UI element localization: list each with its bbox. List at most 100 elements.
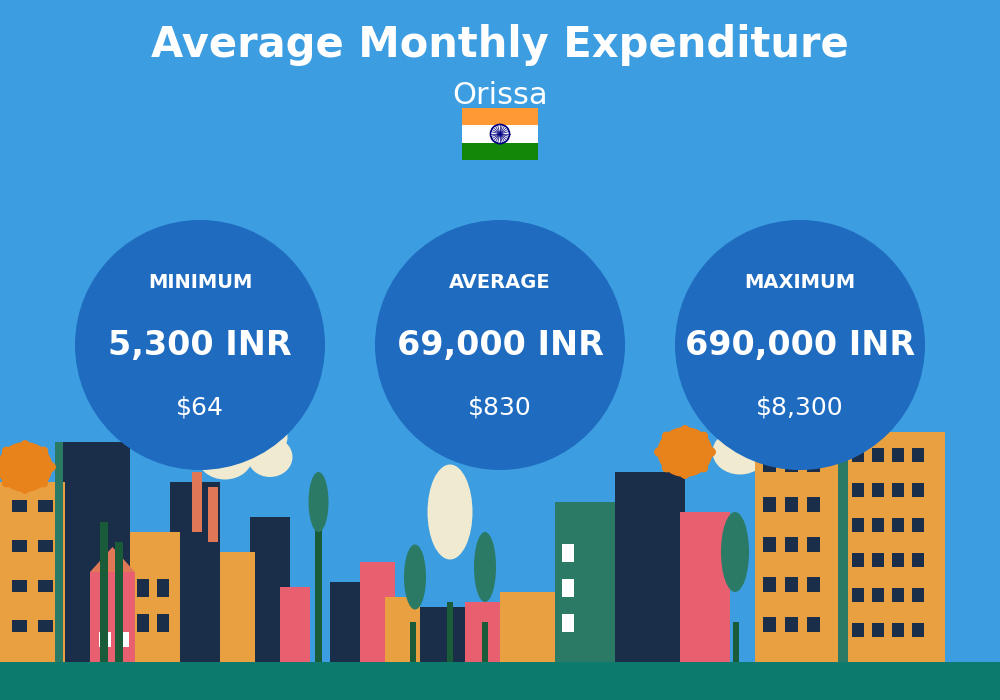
Bar: [912, 553, 924, 567]
Bar: [785, 457, 798, 472]
Bar: [420, 607, 465, 662]
Ellipse shape: [693, 457, 708, 473]
Bar: [55, 442, 130, 662]
Bar: [872, 483, 884, 497]
Bar: [38, 500, 53, 512]
Ellipse shape: [19, 476, 31, 494]
Bar: [852, 588, 864, 602]
Ellipse shape: [2, 472, 17, 487]
Bar: [410, 622, 416, 662]
Ellipse shape: [679, 425, 691, 443]
Bar: [838, 432, 848, 662]
Bar: [763, 577, 776, 592]
Bar: [137, 579, 149, 597]
Bar: [763, 537, 776, 552]
Bar: [852, 553, 864, 567]
Bar: [785, 577, 798, 592]
Bar: [845, 432, 945, 662]
Ellipse shape: [19, 440, 31, 458]
Text: 690,000 INR: 690,000 INR: [685, 328, 915, 361]
Text: $830: $830: [468, 395, 532, 419]
Ellipse shape: [2, 447, 17, 462]
Ellipse shape: [675, 220, 925, 470]
Bar: [912, 483, 924, 497]
Bar: [462, 143, 538, 160]
Bar: [562, 544, 574, 562]
Bar: [807, 457, 820, 472]
Bar: [0, 482, 65, 662]
Bar: [763, 457, 776, 472]
Bar: [785, 617, 798, 632]
Bar: [465, 602, 505, 662]
Ellipse shape: [33, 472, 48, 487]
Polygon shape: [90, 547, 135, 572]
Bar: [680, 512, 730, 662]
Ellipse shape: [721, 512, 749, 592]
Ellipse shape: [75, 220, 325, 470]
Bar: [130, 532, 180, 662]
Bar: [763, 497, 776, 512]
Bar: [280, 587, 310, 662]
Bar: [852, 448, 864, 462]
Bar: [872, 588, 884, 602]
Bar: [555, 502, 615, 662]
Bar: [482, 622, 488, 662]
Ellipse shape: [375, 220, 625, 470]
Bar: [892, 553, 904, 567]
Bar: [12, 580, 27, 592]
Ellipse shape: [654, 446, 672, 458]
Bar: [872, 448, 884, 462]
Ellipse shape: [679, 461, 691, 479]
Ellipse shape: [0, 461, 12, 473]
Bar: [852, 518, 864, 532]
Ellipse shape: [0, 442, 52, 492]
Ellipse shape: [428, 465, 473, 559]
Bar: [38, 620, 53, 632]
Text: $64: $64: [176, 395, 224, 419]
Bar: [462, 125, 538, 143]
Bar: [170, 482, 220, 662]
Bar: [892, 623, 904, 637]
Bar: [562, 614, 574, 632]
Bar: [892, 448, 904, 462]
Bar: [807, 617, 820, 632]
Bar: [12, 500, 27, 512]
Bar: [157, 614, 169, 632]
Bar: [912, 588, 924, 602]
Bar: [562, 579, 574, 597]
Bar: [192, 472, 202, 532]
Bar: [785, 537, 798, 552]
Ellipse shape: [308, 472, 328, 532]
Bar: [115, 542, 123, 662]
Text: MINIMUM: MINIMUM: [148, 274, 252, 293]
Ellipse shape: [248, 437, 292, 477]
Bar: [0, 662, 1000, 700]
Bar: [755, 432, 840, 662]
Ellipse shape: [693, 432, 708, 447]
Ellipse shape: [38, 461, 56, 473]
Ellipse shape: [662, 432, 677, 447]
Bar: [220, 552, 255, 662]
Bar: [733, 622, 739, 662]
Bar: [90, 572, 135, 662]
Bar: [807, 577, 820, 592]
Bar: [807, 537, 820, 552]
Bar: [872, 553, 884, 567]
Text: 5,300 INR: 5,300 INR: [108, 328, 292, 361]
Bar: [872, 623, 884, 637]
Text: 69,000 INR: 69,000 INR: [397, 328, 603, 361]
Bar: [360, 562, 395, 662]
Bar: [763, 617, 776, 632]
Bar: [117, 632, 129, 647]
Bar: [137, 614, 149, 632]
Bar: [330, 582, 370, 662]
Ellipse shape: [212, 410, 288, 465]
Text: Orissa: Orissa: [452, 80, 548, 109]
Bar: [785, 497, 798, 512]
Ellipse shape: [474, 532, 496, 602]
Ellipse shape: [712, 430, 768, 475]
Ellipse shape: [725, 397, 805, 457]
Ellipse shape: [404, 545, 426, 610]
Bar: [12, 620, 27, 632]
Bar: [100, 522, 108, 662]
